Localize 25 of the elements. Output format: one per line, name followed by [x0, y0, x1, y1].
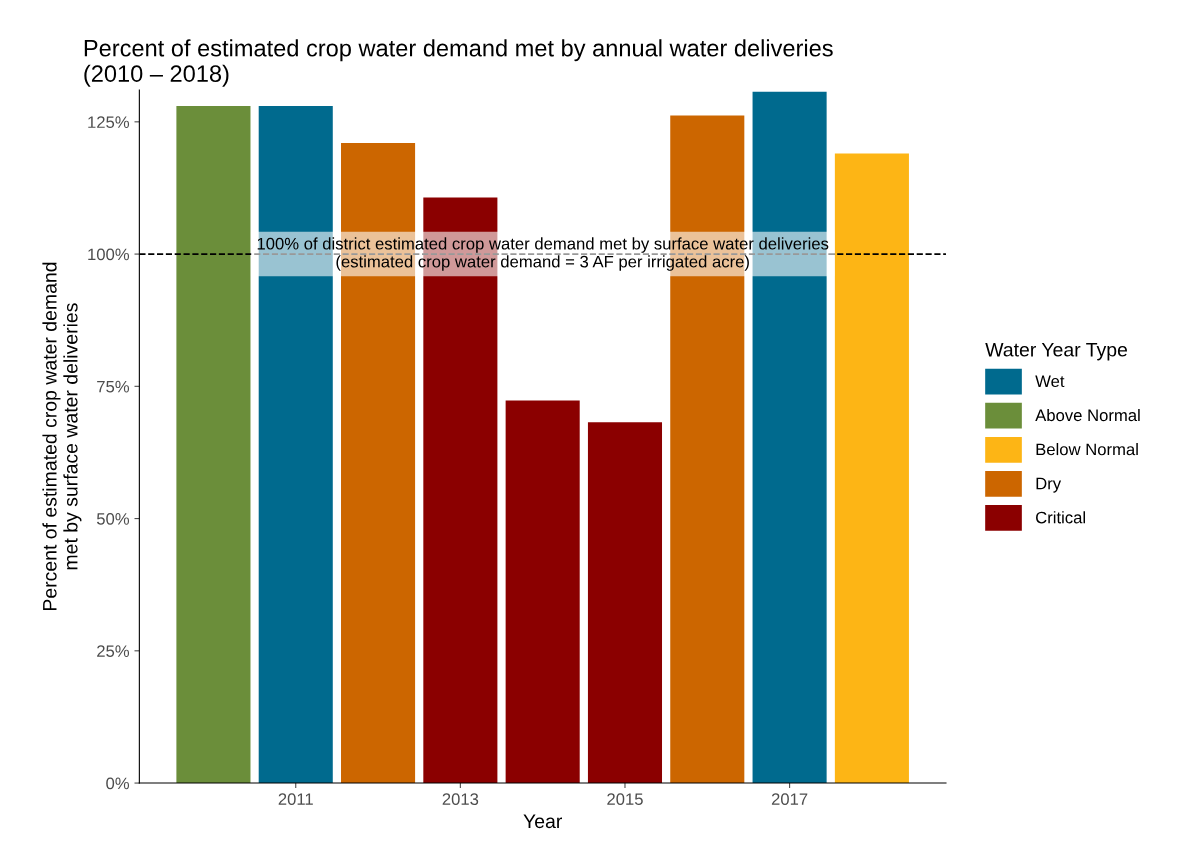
y-tick-label: 100% [88, 248, 130, 261]
y-tick-label: 0% [106, 777, 130, 790]
x-tick-label: 2017 [771, 793, 808, 806]
bar [752, 91, 827, 784]
bar [834, 153, 909, 784]
y-tick-label: 50% [96, 512, 130, 525]
ref-line-label: 100% of district estimated crop water demand met by surface water deliveries (estimated crop water demand = 3 AF per irrigated acre) [257, 237, 829, 271]
legend-label: Critical [1036, 511, 1085, 524]
x-tick-label: 2013 [442, 793, 479, 806]
y-tick-label: 75% [97, 380, 130, 393]
legend-label: Wet [1035, 375, 1065, 388]
bar [587, 422, 663, 784]
x-axis-title: Year [523, 814, 562, 829]
bar [505, 400, 580, 784]
legend-label: Dry [1036, 477, 1062, 493]
y-tick-label: 125% [88, 116, 130, 129]
y-tick-label: 25% [97, 645, 130, 658]
x-tick-label: 2015 [607, 793, 643, 806]
y-axis-title: Percent of estimated crop water demand met by surface water deliveries [42, 262, 82, 611]
bar [176, 105, 251, 784]
chart-title: Percent of estimated crop water demand met by annual water deliveries (2010 – 2018) [84, 39, 833, 87]
legend-label: Below Normal [1036, 443, 1138, 456]
legend-label: Above Normal [1035, 408, 1140, 422]
x-tick-label: 2011 [278, 793, 313, 806]
legend-title: Water Year Type [985, 343, 1128, 361]
